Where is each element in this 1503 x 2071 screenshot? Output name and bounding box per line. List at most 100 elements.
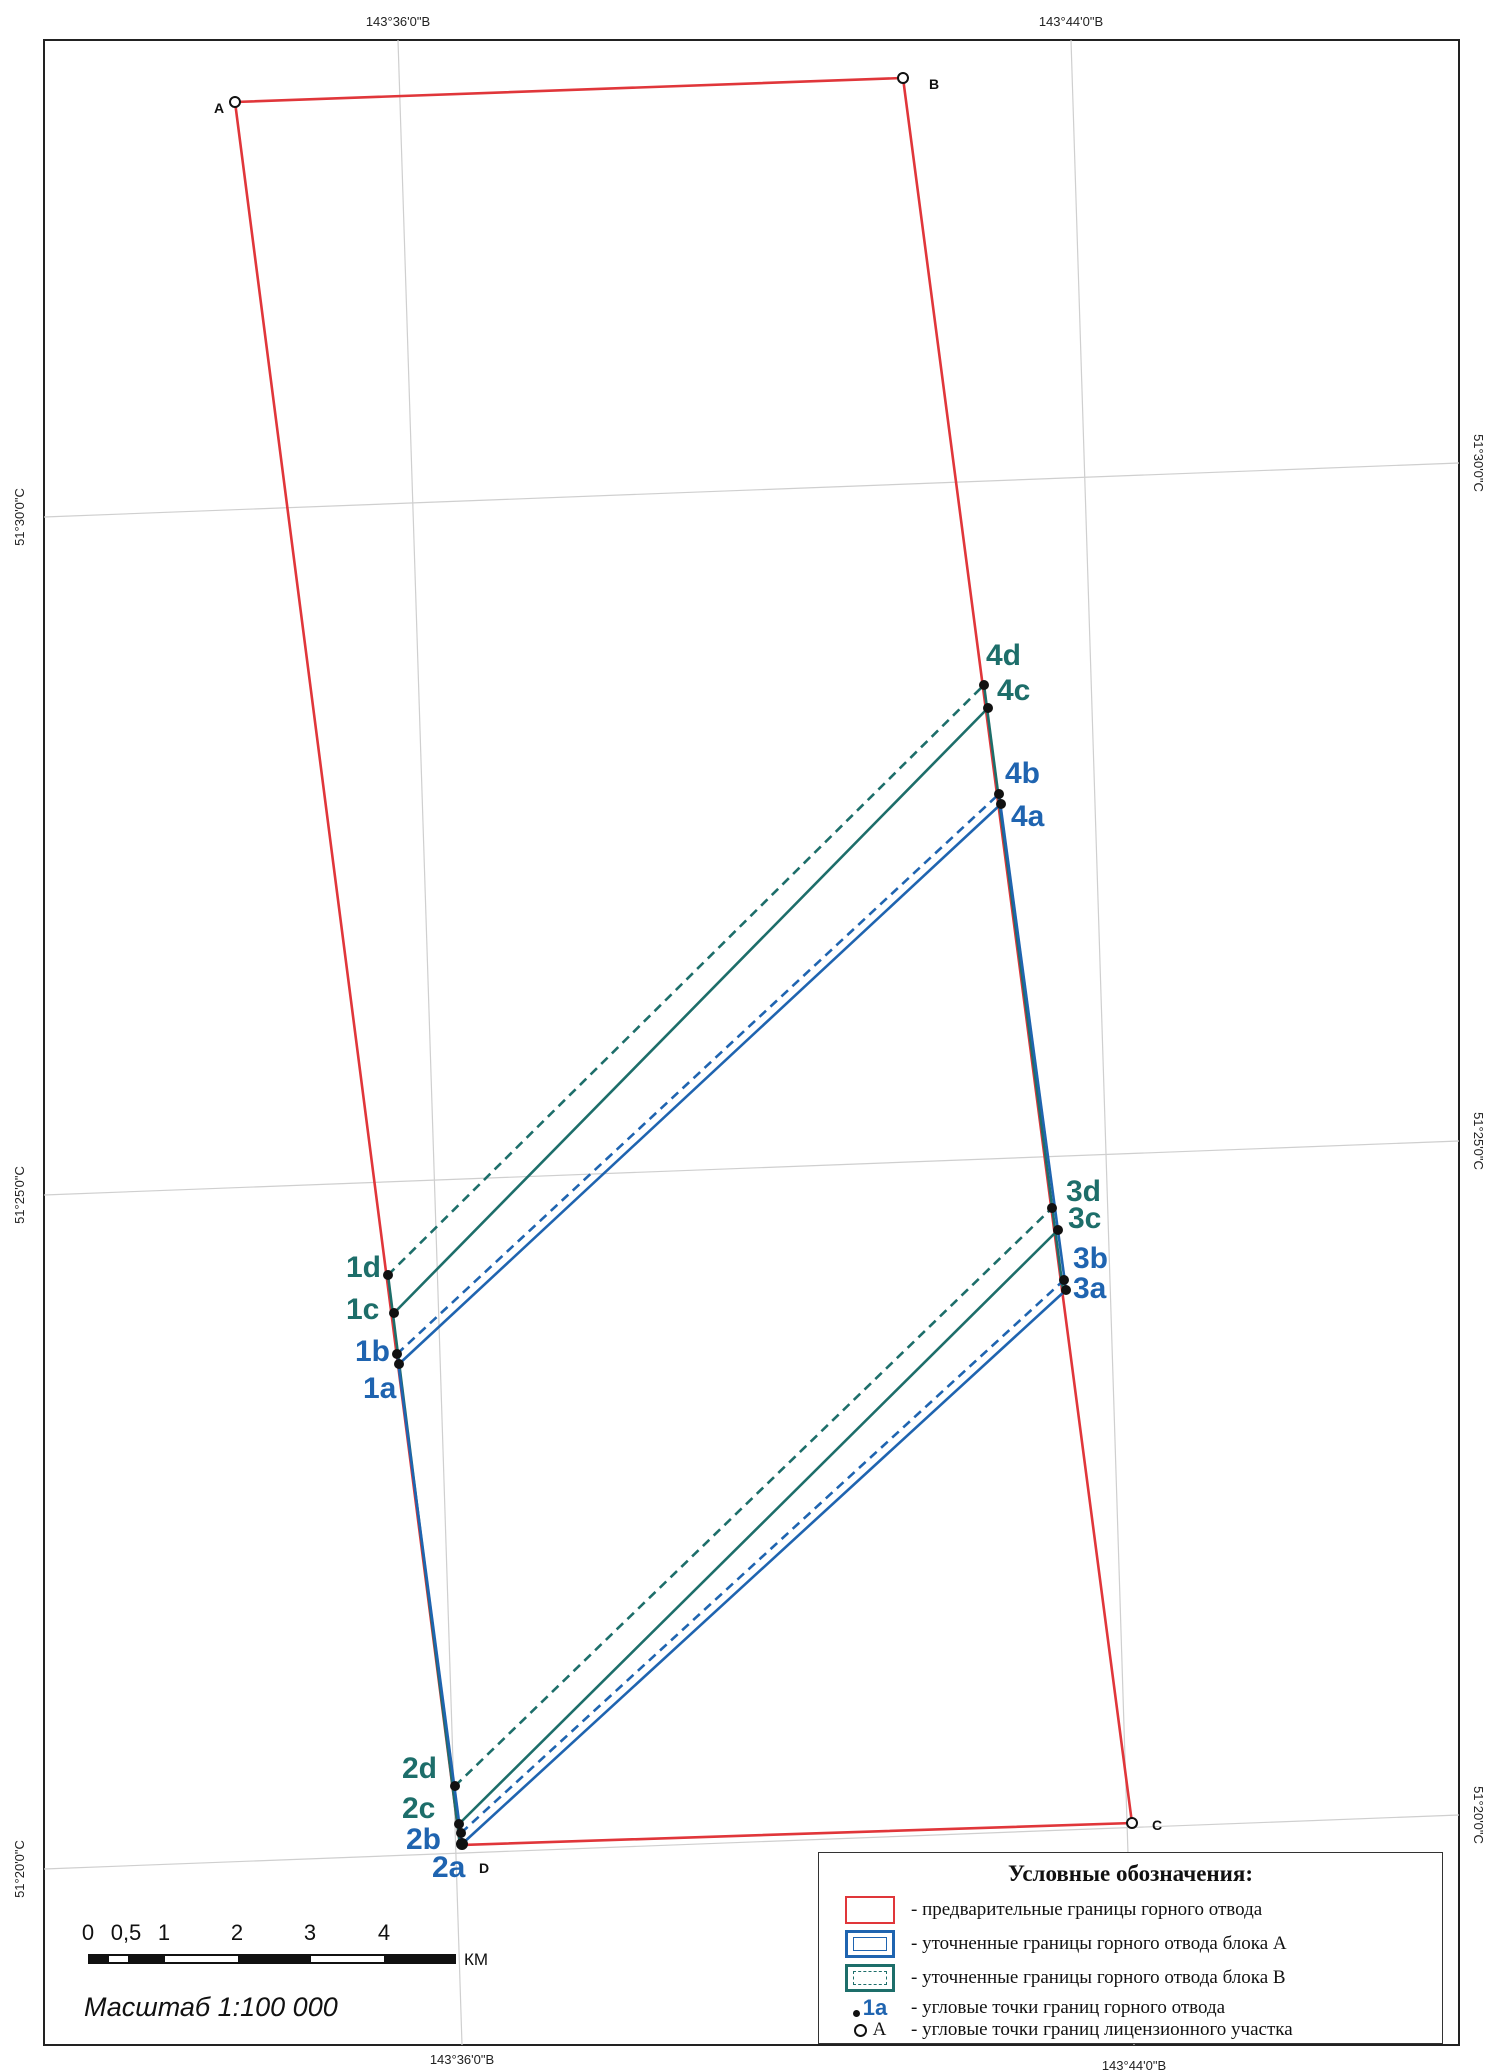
graticule xyxy=(43,39,1460,2046)
scale-ticks: 0 0,5 1 2 3 4 xyxy=(80,1920,480,1948)
legend-point-symbol: 1a xyxy=(845,1994,895,2022)
legend-label: - угловые точки границ лицензионного уча… xyxy=(911,2019,1293,2040)
scale-tick: 3 xyxy=(303,1920,317,1945)
block-b-south-dashed xyxy=(454,1207,1053,1787)
label-1a: 1a xyxy=(363,1372,397,1405)
scale-tick: 0 xyxy=(81,1920,95,1945)
label-4d: 4d xyxy=(986,639,1021,672)
scale-tick: 2 xyxy=(230,1920,244,1945)
label-2d: 2d xyxy=(402,1752,437,1785)
preliminary-boundary xyxy=(233,76,1134,1847)
top-lon-label: 143°44'0"В xyxy=(1039,14,1103,29)
corner-point-c xyxy=(1126,1817,1138,1829)
ring-icon xyxy=(853,2023,867,2037)
legend-corner-sample: A xyxy=(872,2019,887,2040)
meridian-line xyxy=(397,39,463,2046)
scale-bar: 0 0,5 1 2 3 4 КМ Масштаб 1:100 000 xyxy=(80,1920,488,2030)
label-2b: 2b xyxy=(406,1823,441,1856)
legend-swatch-green xyxy=(845,1964,895,1992)
bottom-lon-label: 143°44'0"В xyxy=(1102,2058,1166,2071)
block-b-boundary xyxy=(386,684,1065,1846)
legend-label: - угловые точки границ горного отвода xyxy=(911,1997,1226,2018)
point-3c xyxy=(1053,1225,1063,1235)
left-lat-label: 51°25'0"С xyxy=(12,1166,27,1224)
legend-title: Условные обозначения: xyxy=(1007,1861,1254,1886)
point-2c xyxy=(454,1819,464,1829)
point-2a xyxy=(456,1838,468,1850)
label-2c: 2c xyxy=(402,1792,435,1825)
top-lon-label: 143°36'0"В xyxy=(366,14,430,29)
block-a-north-dashed xyxy=(396,793,1000,1355)
label-2a: 2a xyxy=(432,1851,466,1884)
map-frame xyxy=(43,39,1460,2046)
parallel-line xyxy=(43,1814,1460,1870)
corner-point-b xyxy=(897,72,909,84)
legend-item-block-b: - уточненные границы горного отвода блок… xyxy=(845,1961,1286,1995)
point-4c xyxy=(983,703,993,713)
block-a-south-dashed xyxy=(460,1279,1065,1834)
scale-tick: 4 xyxy=(377,1920,391,1945)
label-3d: 3d xyxy=(1066,1175,1101,1208)
point-1c xyxy=(389,1308,399,1318)
legend: Условные обозначения: - предварительные … xyxy=(818,1852,1443,2044)
label-3c: 3c xyxy=(1068,1202,1101,1235)
corner-label-c: C xyxy=(1152,1817,1162,1833)
label-1c: 1c xyxy=(346,1293,379,1326)
right-lat-label: 51°30'0"С xyxy=(1471,434,1486,492)
label-1b: 1b xyxy=(355,1335,390,1368)
label-4c: 4c xyxy=(997,674,1030,707)
meridian-line xyxy=(1070,39,1135,2046)
legend-item-preliminary: - предварительные границы горного отвода xyxy=(845,1893,1262,1927)
label-4a: 4a xyxy=(1011,800,1045,833)
point-4d xyxy=(979,680,989,690)
block-a-west-edge xyxy=(395,1353,464,1845)
point-3d xyxy=(1047,1203,1057,1213)
legend-label: - предварительные границы горного отвода xyxy=(911,1899,1263,1920)
block-b-south-solid xyxy=(458,1229,1059,1825)
legend-label: - уточненные границы горного отвода блок… xyxy=(911,1967,1286,1988)
label-4b: 4b xyxy=(1005,757,1040,790)
block-b-north-dashed xyxy=(387,684,985,1276)
scale-bar-graphic xyxy=(88,1954,456,1964)
dot-icon xyxy=(852,2009,860,2017)
point-2b xyxy=(456,1828,466,1838)
mining-corner-points xyxy=(383,680,1071,1850)
legend-corner-symbol: A xyxy=(845,2016,895,2044)
point-1a xyxy=(394,1359,404,1369)
scale-unit: КМ xyxy=(464,1950,489,1969)
point-1d xyxy=(383,1270,393,1280)
block-a-south-solid xyxy=(461,1289,1067,1845)
parallel-line xyxy=(43,1140,1460,1196)
point-4a xyxy=(996,799,1006,809)
scale-tick: 1 xyxy=(157,1920,171,1945)
point-3b xyxy=(1059,1275,1069,1285)
corner-point-a xyxy=(229,96,241,108)
license-corners: A B C D xyxy=(214,72,1162,1876)
legend-item-license-points: A - угловые точки границ лицензионного у… xyxy=(845,2013,1293,2047)
block-a-north-solid xyxy=(398,803,1002,1365)
block-b-north-solid xyxy=(393,707,989,1314)
corner-label-a: A xyxy=(214,100,224,116)
corner-label-b: B xyxy=(929,76,939,92)
label-3a: 3a xyxy=(1073,1272,1107,1305)
block-b-east-edge xyxy=(982,684,1065,1291)
right-lat-label: 51°25'0"С xyxy=(1471,1112,1486,1170)
left-lat-label: 51°20'0"С xyxy=(12,1840,27,1898)
scale-tick: 0,5 xyxy=(110,1920,142,1945)
mining-point-labels: 1d 1c 1b 1a 2d 2c 2b 2a 3d 3c 3b 3a 4d 4… xyxy=(346,639,1108,1884)
block-a-east-edge xyxy=(997,793,1068,1291)
scale-text: Масштаб 1:100 000 xyxy=(84,1992,338,2022)
legend-swatch-blue xyxy=(845,1930,895,1958)
legend-item-block-a: - уточненные границы горного отвода блок… xyxy=(845,1927,1287,1961)
point-3a xyxy=(1061,1285,1071,1295)
label-3b: 3b xyxy=(1073,1242,1108,1275)
point-1b xyxy=(392,1349,402,1359)
point-4b xyxy=(994,789,1004,799)
label-1d: 1d xyxy=(346,1251,381,1284)
right-lat-label: 51°20'0"С xyxy=(1471,1786,1486,1844)
bottom-lon-label: 143°36'0"В xyxy=(430,2052,494,2067)
block-a-boundary xyxy=(395,793,1068,1845)
corner-label-d: D xyxy=(479,1860,489,1876)
left-lat-label: 51°30'0"С xyxy=(12,488,27,546)
